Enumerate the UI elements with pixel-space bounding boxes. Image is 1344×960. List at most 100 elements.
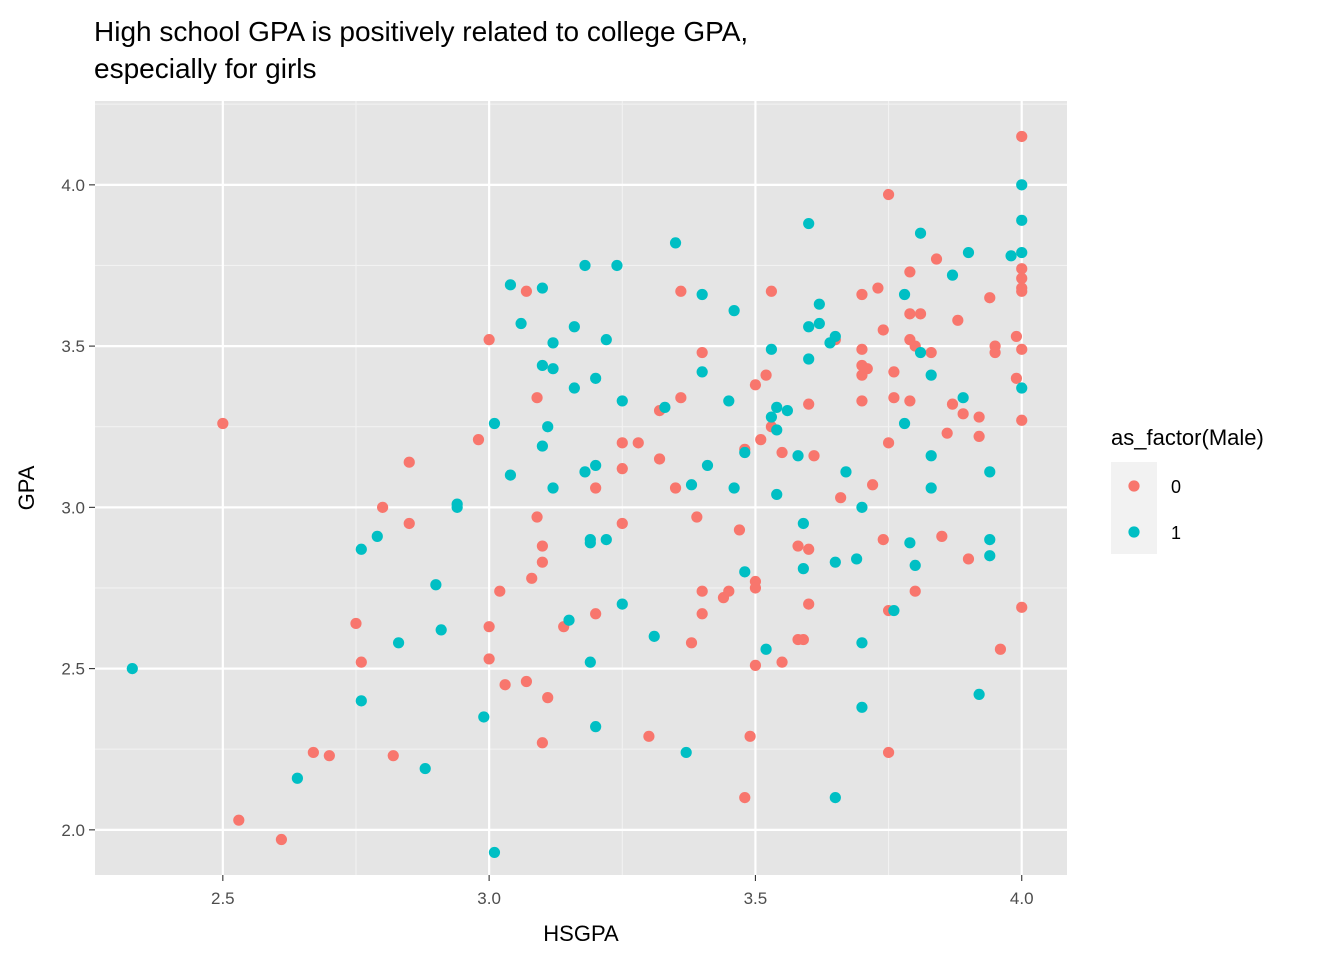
data-point-series-0 (867, 479, 879, 491)
data-point-series-1 (914, 227, 927, 239)
data-point-series-0 (904, 395, 916, 407)
data-point-series-0 (973, 411, 985, 423)
data-point-series-1 (771, 488, 783, 501)
chart-title-line-1: High school GPA is positively related to… (94, 16, 748, 47)
data-point-series-1 (925, 369, 937, 381)
data-point-series-0 (217, 417, 229, 430)
data-point-series-1 (797, 517, 809, 530)
data-point-series-0 (909, 585, 921, 597)
data-point-series-1 (962, 246, 975, 259)
data-point-series-0 (643, 730, 655, 742)
data-point-series-0 (803, 543, 815, 555)
data-points (126, 130, 1028, 859)
data-point-series-0 (877, 324, 889, 336)
data-point-series-1 (1016, 179, 1028, 191)
legend-title: as_factor(Male) (1111, 425, 1264, 450)
x-tick-label: 4.0 (1010, 889, 1034, 908)
data-point-series-0 (776, 656, 788, 668)
data-point-series-1 (957, 392, 969, 404)
data-point-series-0 (685, 637, 698, 649)
data-point-series-1 (760, 643, 772, 655)
data-point-series-1 (547, 482, 559, 494)
data-point-series-0 (1010, 330, 1023, 343)
data-point-series-1 (451, 501, 463, 513)
data-point-series-0 (946, 398, 959, 410)
data-point-series-0 (835, 492, 847, 504)
data-point-series-1 (973, 688, 985, 701)
data-point-series-0 (739, 792, 751, 804)
data-point-series-0 (941, 427, 953, 439)
data-point-series-1 (584, 656, 596, 668)
legend-label-1: 1 (1171, 523, 1181, 543)
data-point-series-0 (616, 437, 628, 449)
data-point-series-1 (584, 537, 596, 549)
x-axis-title: HSGPA (543, 921, 619, 946)
plot-panel (95, 101, 1067, 875)
data-point-series-0 (989, 346, 1001, 359)
data-point-series-1 (542, 421, 554, 433)
data-point-series-0 (882, 188, 895, 201)
data-point-series-1 (504, 469, 517, 481)
data-point-series-1 (616, 598, 628, 610)
data-point-series-1 (488, 417, 501, 430)
data-point-series-0 (472, 434, 485, 446)
data-point-series-0 (760, 369, 772, 381)
data-point-series-1 (914, 346, 927, 359)
data-point-series-1 (430, 579, 442, 591)
data-point-series-0 (882, 746, 895, 759)
data-point-series-0 (1016, 130, 1028, 143)
x-axis-ticks: 2.5 3.0 3.5 4.0 (211, 875, 1034, 908)
legend-label-0: 0 (1171, 477, 1181, 497)
data-point-series-0 (483, 653, 495, 665)
data-point-series-0 (275, 833, 288, 846)
data-point-series-0 (797, 633, 809, 646)
data-point-series-0 (803, 598, 815, 610)
data-point-series-0 (387, 750, 399, 762)
data-point-series-0 (377, 501, 389, 513)
data-point-series-0 (1016, 601, 1028, 613)
data-point-series-1 (478, 711, 490, 723)
data-point-series-0 (696, 608, 708, 620)
data-point-series-0 (856, 288, 868, 301)
data-point-series-1 (488, 846, 501, 859)
data-point-series-0 (973, 430, 985, 442)
data-point-series-0 (888, 392, 900, 404)
data-point-series-0 (733, 524, 746, 536)
data-point-series-1 (904, 537, 916, 549)
data-point-series-1 (590, 372, 602, 384)
data-point-series-1 (792, 450, 804, 462)
data-point-series-0 (749, 379, 762, 391)
data-point-series-1 (1016, 246, 1028, 259)
data-point-series-1 (771, 401, 783, 413)
data-point-series-1 (696, 288, 708, 301)
data-point-series-0 (696, 346, 708, 359)
data-point-series-0 (483, 621, 495, 633)
data-point-series-1 (547, 363, 559, 375)
data-point-series-1 (680, 746, 692, 759)
y-tick-label: 3.0 (61, 498, 85, 517)
data-point-series-0 (542, 692, 554, 704)
data-point-series-1 (925, 482, 937, 494)
data-point-series-0 (590, 608, 602, 620)
data-point-series-1 (371, 530, 383, 542)
data-point-series-1 (765, 411, 778, 423)
data-point-series-1 (856, 501, 868, 513)
data-point-series-1 (579, 259, 591, 272)
data-point-series-1 (829, 556, 841, 568)
data-point-series-1 (739, 566, 751, 578)
data-point-series-1 (813, 317, 825, 330)
data-point-series-0 (1010, 372, 1023, 384)
data-point-series-1 (536, 440, 548, 452)
data-point-series-0 (307, 746, 319, 759)
data-point-series-1 (898, 288, 911, 301)
legend-key-background (1111, 462, 1157, 554)
data-point-series-0 (765, 285, 778, 297)
data-point-series-1 (291, 772, 303, 784)
y-tick-label: 4.0 (61, 176, 85, 195)
x-tick-label: 2.5 (211, 889, 235, 908)
data-point-series-0 (669, 482, 682, 494)
data-point-series-0 (994, 643, 1007, 655)
data-point-series-0 (962, 553, 975, 565)
data-point-series-1 (888, 604, 900, 617)
x-tick-label: 3.5 (744, 889, 768, 908)
